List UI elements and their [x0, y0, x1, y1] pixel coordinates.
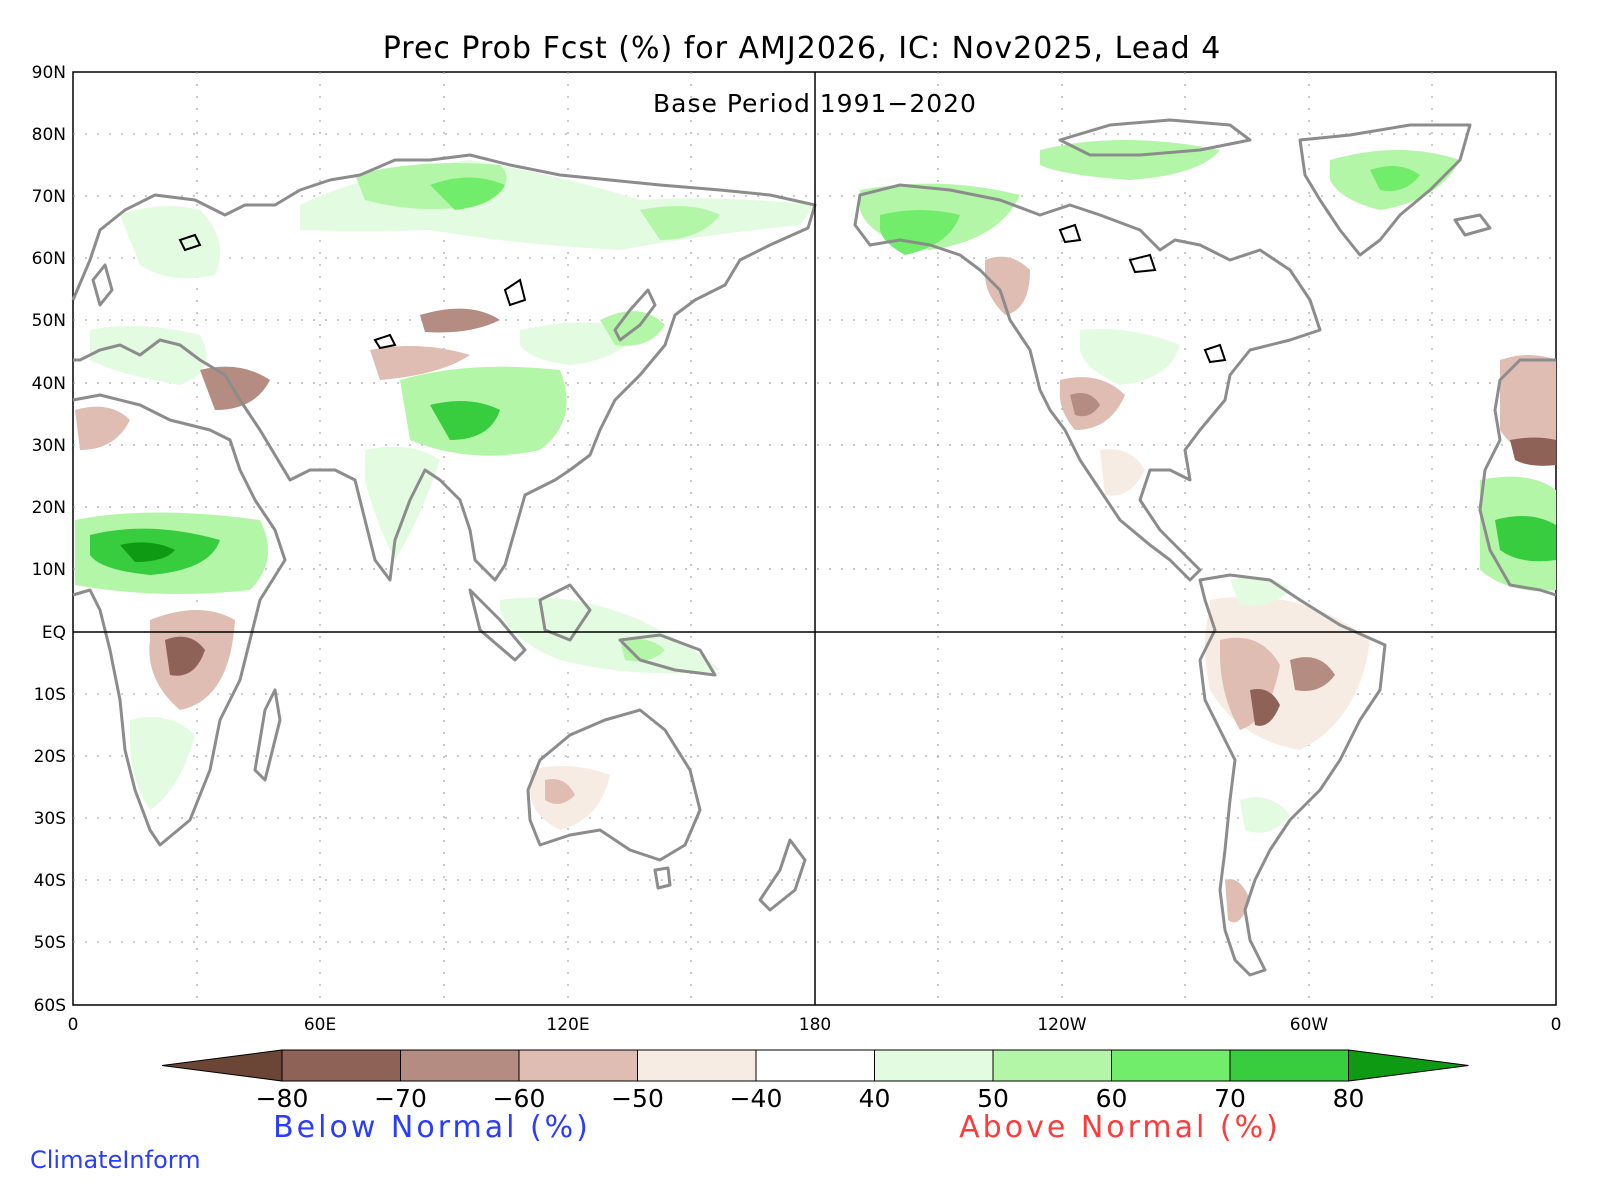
colorbar: −80 −70 −60 −50 −40 40 50 60 70 80	[161, 1049, 1469, 1113]
colorbar-end-high	[1348, 1049, 1469, 1082]
colorbar-tick-label: −60	[493, 1084, 546, 1113]
below-normal-label: Below Normal (%)	[273, 1110, 591, 1145]
coast-arctic-islands	[1058, 118, 1252, 157]
lon-label: 0	[68, 1015, 79, 1035]
colorbar-tick-label: −70	[374, 1084, 427, 1113]
coast-new-guinea	[618, 633, 717, 677]
coast-north-america	[853, 183, 1322, 582]
lon-label: 180	[799, 1015, 831, 1035]
coast-africa	[72, 393, 287, 847]
coast-south-america	[1198, 573, 1387, 977]
colorbar-segment	[992, 1049, 1112, 1082]
coast-iceland	[1453, 213, 1492, 237]
colorbar-tick-label: −40	[730, 1084, 783, 1113]
coast-eurasia	[71, 153, 817, 582]
lat-label: 70N	[32, 187, 66, 207]
lon-label: 60E	[304, 1015, 336, 1035]
lat-label: 90N	[32, 63, 66, 83]
coast-west-africa-edge	[1478, 358, 1557, 597]
colorbar-tick-label: −80	[256, 1084, 309, 1113]
lat-label: 60S	[34, 996, 66, 1016]
lat-label: 20N	[32, 498, 66, 518]
colorbar-segment	[400, 1049, 520, 1082]
coast-tasmania	[653, 866, 672, 890]
forecast-shading	[75, 140, 1556, 923]
coastlines	[71, 118, 1557, 977]
colorbar-segment	[1111, 1049, 1231, 1082]
colorbar-segment	[874, 1049, 994, 1082]
lat-label: 30N	[32, 436, 66, 456]
lon-label: 120W	[1037, 1015, 1086, 1035]
colorbar-tick-label: −50	[611, 1084, 664, 1113]
coast-uk	[91, 263, 114, 307]
lat-label: 10N	[32, 560, 66, 580]
coast-new-zealand	[758, 838, 807, 912]
coast-sumatra	[468, 588, 527, 662]
coast-japan	[613, 288, 657, 342]
colorbar-segment	[755, 1049, 875, 1082]
lat-label: 40S	[34, 871, 66, 891]
latitude-axis: 90N 80N 70N 60N 50N 40N 30N 20N 10N EQ 1…	[32, 63, 66, 1016]
colorbar-tick-label: 80	[1333, 1084, 1365, 1113]
lat-label: 50S	[34, 933, 66, 953]
colorbar-tick-label: 40	[859, 1084, 891, 1113]
map-panel: Base Period 1991−2020	[71, 71, 1557, 1006]
coast-borneo	[538, 583, 592, 642]
colorbar-segment	[637, 1049, 757, 1082]
lat-label: 80N	[32, 125, 66, 145]
map-subtitle: Base Period 1991−2020	[653, 89, 977, 118]
lat-label: 40N	[32, 374, 66, 394]
lat-label: 60N	[32, 249, 66, 269]
lat-label: EQ	[42, 623, 66, 643]
lon-label: 120E	[546, 1015, 589, 1035]
lakes	[178, 223, 1227, 364]
lat-label: 10S	[34, 685, 66, 705]
coast-greenland	[1298, 123, 1472, 257]
lat-label: 50N	[32, 311, 66, 331]
colorbar-tick-label: 50	[977, 1084, 1009, 1113]
lon-label: 60W	[1290, 1015, 1329, 1035]
colorbar-tick-label: 60	[1096, 1084, 1128, 1113]
above-normal-label: Above Normal (%)	[959, 1110, 1281, 1145]
coast-australia	[526, 708, 702, 862]
lon-label: 0	[1551, 1015, 1562, 1035]
lat-label: 20S	[34, 747, 66, 767]
longitude-axis: 0 60E 120E 180 120W 60W 0	[68, 1015, 1562, 1035]
colorbar-segment	[281, 1049, 401, 1082]
coast-madagascar	[253, 688, 282, 782]
colorbar-segment	[518, 1049, 638, 1082]
lat-label: 30S	[34, 809, 66, 829]
colorbar-end-low	[161, 1049, 283, 1082]
credit-label: ClimateInform	[30, 1146, 201, 1174]
colorbar-tick-label: 70	[1214, 1084, 1246, 1113]
map-title: Prec Prob Fcst (%) for AMJ2026, IC: Nov2…	[383, 31, 1222, 66]
colorbar-segment	[1229, 1049, 1349, 1082]
